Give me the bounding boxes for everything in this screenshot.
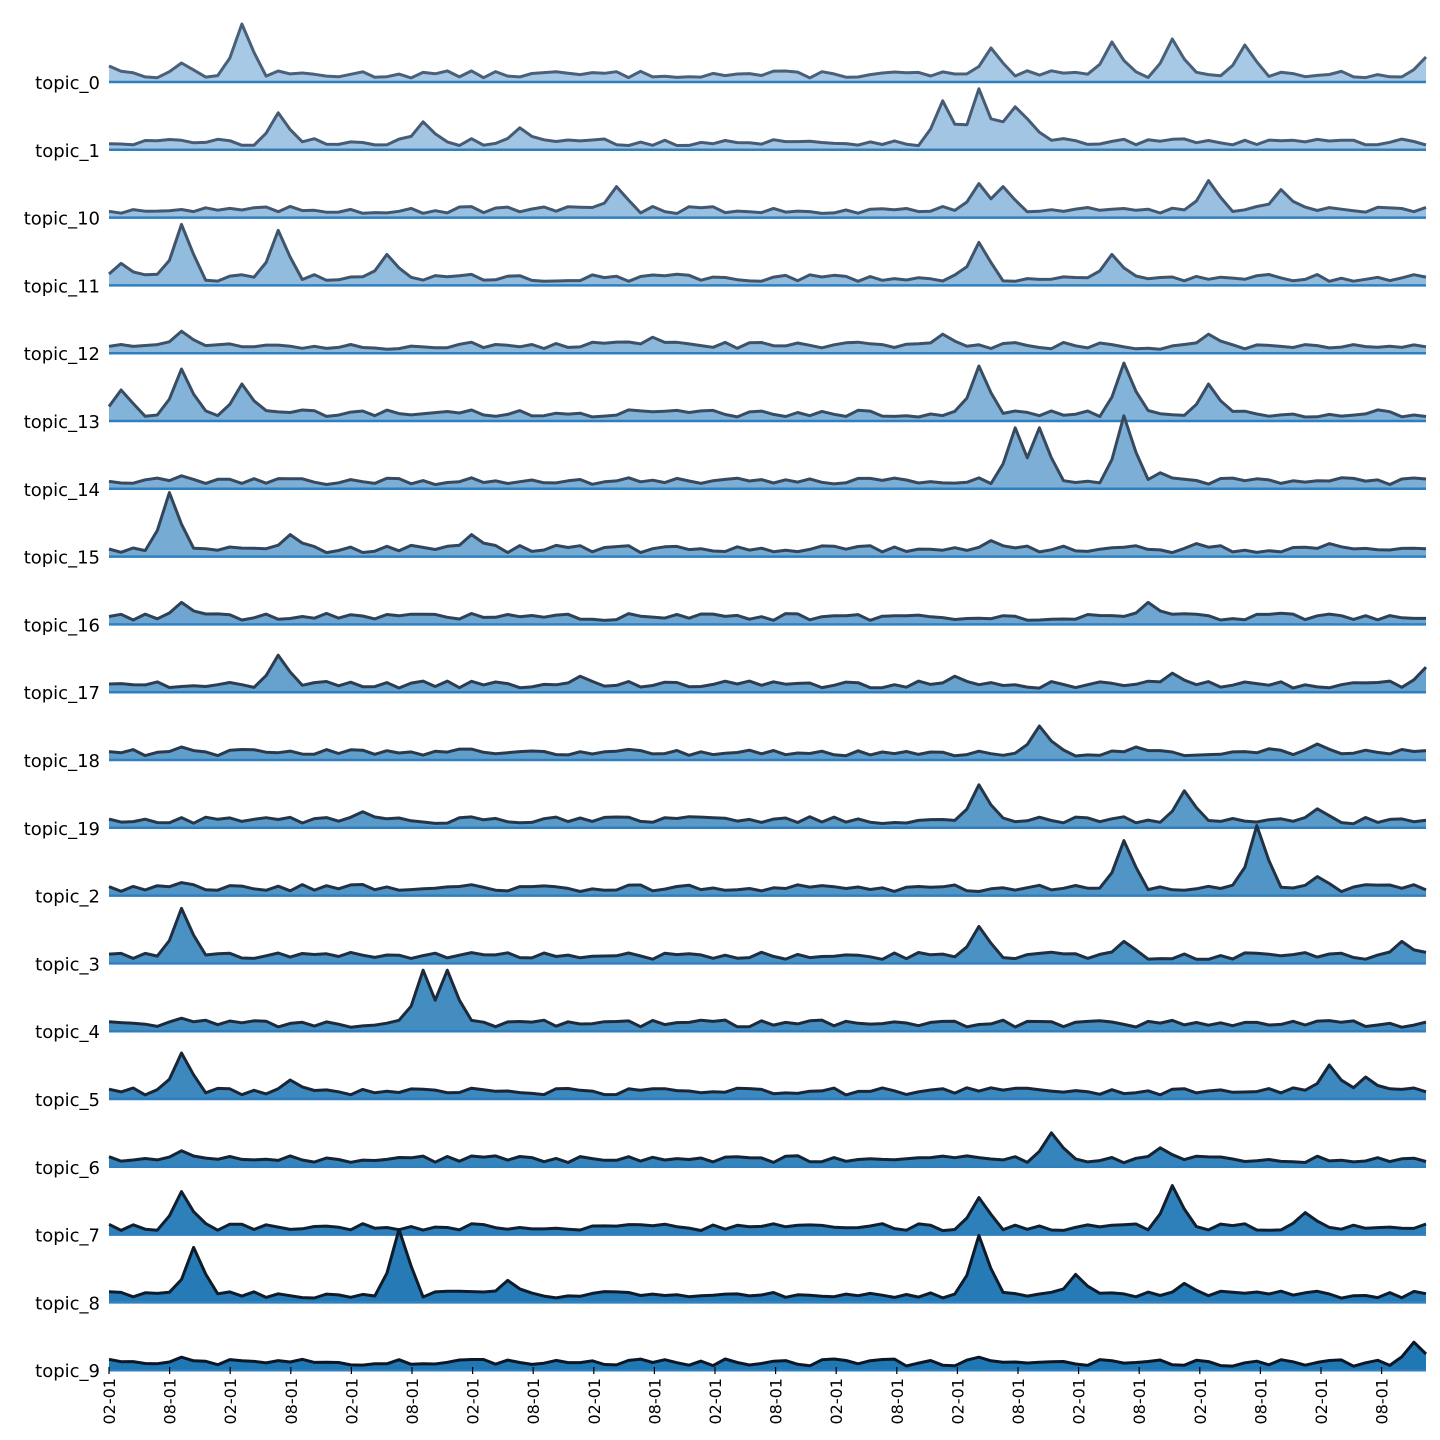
row-label-topic_8: topic_8	[35, 1293, 100, 1314]
line-topic_10	[108, 179, 1427, 215]
x-tick-label: 08-01	[524, 1378, 543, 1425]
area-topic_11	[109, 224, 1426, 285]
x-tick-label: 08-01	[1130, 1378, 1149, 1425]
line-topic_15	[108, 491, 1427, 555]
x-tick-label: 02-01	[100, 1378, 119, 1425]
ridge-topic_1: topic_1	[35, 87, 1427, 162]
row-label-topic_4: topic_4	[35, 1022, 100, 1043]
x-tick-label: 02-01	[706, 1378, 725, 1425]
ridge-topic_10: topic_10	[24, 179, 1427, 230]
ridge-topic_14: topic_14	[24, 414, 1427, 501]
x-tick-label: 08-01	[888, 1378, 907, 1425]
ridge-topic_4: topic_4	[35, 968, 1427, 1043]
line-topic_6	[108, 1131, 1427, 1165]
area-topic_10	[109, 180, 1426, 217]
row-label-topic_3: topic_3	[35, 954, 100, 975]
row-label-topic_7: topic_7	[35, 1226, 100, 1247]
x-axis: 02-01 08-01 02-01 08-01 02-01 08-01 02-01 08-01…	[100, 1367, 1392, 1425]
x-tick-label: 08-01	[161, 1378, 180, 1425]
ridge-topic_11: topic_11	[24, 222, 1427, 297]
x-tick-label: 08-01	[1009, 1378, 1028, 1425]
line-topic_11	[108, 222, 1427, 283]
area-topic_12	[109, 331, 1426, 353]
row-label-topic_5: topic_5	[35, 1090, 100, 1111]
line-topic_5	[108, 1051, 1427, 1097]
area-topic_3	[109, 908, 1426, 963]
ridge-topic_8: topic_8	[35, 1227, 1427, 1314]
x-tick-label: 02-01	[1312, 1378, 1331, 1425]
ridge-topic_2: topic_2	[35, 824, 1427, 908]
ridge-topic_0: topic_0	[35, 22, 1428, 94]
area-topic_13	[109, 363, 1426, 420]
area-topic_16	[109, 602, 1426, 624]
line-topic_2	[108, 824, 1427, 894]
ridge-topic_16: topic_16	[24, 600, 1426, 636]
x-tick-label: 08-01	[1251, 1378, 1270, 1425]
x-tick-label: 02-01	[1191, 1378, 1210, 1425]
ridge-topic_18: topic_18	[24, 724, 1427, 772]
row-label-topic_1: topic_1	[35, 141, 100, 162]
x-tick-label: 08-01	[403, 1378, 422, 1425]
area-topic_2	[109, 825, 1426, 895]
x-tick-label: 08-01	[1373, 1378, 1392, 1425]
row-label-topic_19: topic_19	[24, 819, 100, 840]
x-tick-label: 02-01	[464, 1378, 483, 1425]
ridge-topic_19: topic_19	[24, 783, 1427, 840]
row-label-topic_11: topic_11	[24, 276, 100, 297]
line-topic_17	[108, 653, 1428, 690]
line-topic_7	[108, 1184, 1427, 1233]
ridge-topic_15: topic_15	[24, 491, 1427, 569]
line-topic_4	[108, 968, 1427, 1029]
x-tick-label: 02-01	[221, 1378, 240, 1425]
row-label-topic_10: topic_10	[24, 209, 100, 230]
area-topic_1	[109, 88, 1426, 149]
line-topic_19	[108, 783, 1427, 826]
ridge-topic_9: topic_9	[35, 1340, 1428, 1382]
x-tick-label: 08-01	[282, 1378, 301, 1425]
row-label-topic_15: topic_15	[24, 548, 100, 569]
area-topic_5	[109, 1053, 1426, 1098]
row-label-topic_6: topic_6	[35, 1158, 100, 1179]
line-topic_14	[108, 414, 1427, 487]
x-tick-label: 02-01	[585, 1378, 604, 1425]
ridge-topic_6: topic_6	[35, 1131, 1427, 1179]
line-topic_18	[108, 724, 1427, 758]
line-topic_13	[107, 361, 1427, 419]
row-label-topic_9: topic_9	[35, 1361, 100, 1382]
row-label-topic_17: topic_17	[24, 683, 100, 704]
line-topic_8	[108, 1227, 1427, 1300]
ridge-topic_17: topic_17	[24, 653, 1428, 704]
x-tick-label: 02-01	[342, 1378, 361, 1425]
row-label-topic_16: topic_16	[24, 615, 100, 636]
line-topic_16	[108, 600, 1426, 622]
x-tick-label: 02-01	[948, 1378, 967, 1425]
row-label-topic_13: topic_13	[24, 412, 100, 433]
x-tick-label: 02-01	[1070, 1378, 1089, 1425]
line-topic_1	[108, 87, 1427, 148]
x-tick-label: 08-01	[645, 1378, 664, 1425]
row-label-topic_2: topic_2	[35, 887, 100, 908]
line-topic_0	[108, 22, 1428, 80]
row-label-topic_14: topic_14	[24, 480, 100, 501]
x-tick-label: 02-01	[827, 1378, 846, 1425]
line-topic_3	[108, 906, 1427, 961]
row-label-topic_18: topic_18	[24, 751, 100, 772]
ridge-topic_7: topic_7	[35, 1184, 1427, 1247]
ridge-topic_3: topic_3	[35, 906, 1427, 975]
line-topic_9	[108, 1340, 1428, 1368]
x-tick-label: 08-01	[767, 1378, 786, 1425]
ridge-rows: topic_0 topic_1 topic_10 topic_11 topic_12to…	[24, 22, 1428, 1382]
line-topic_12	[108, 329, 1427, 351]
ridge-topic_5: topic_5	[35, 1051, 1427, 1111]
area-topic_4	[109, 970, 1426, 1031]
area-topic_15	[109, 492, 1426, 556]
ridge-topic_13: topic_13	[24, 361, 1427, 433]
row-label-topic_12: topic_12	[24, 344, 100, 365]
row-label-topic_0: topic_0	[35, 73, 100, 94]
ridge-topic_12: topic_12	[24, 329, 1427, 365]
